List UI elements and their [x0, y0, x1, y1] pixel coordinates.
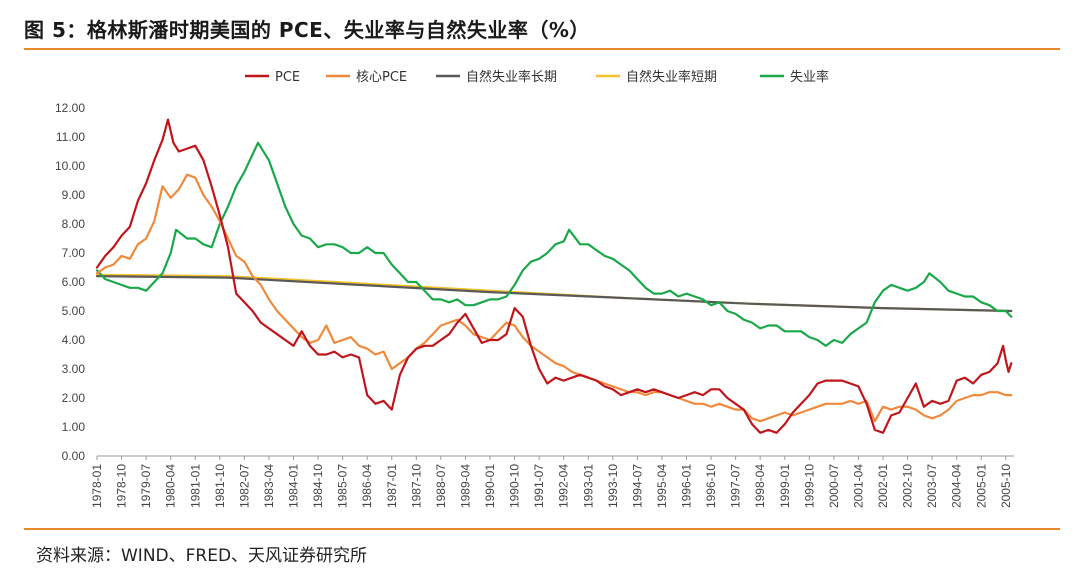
x-tick-label: 1991-07: [532, 464, 546, 508]
x-tick-label: 1987-01: [385, 464, 399, 508]
y-tick-label: 11.00: [56, 130, 85, 144]
x-tick-label: 1992-04: [557, 464, 571, 508]
legend-label: PCE: [275, 70, 300, 85]
x-tick-label: 1999-10: [802, 464, 816, 508]
x-tick-label: 1983-04: [262, 464, 276, 508]
y-tick-label: 5.00: [62, 304, 86, 318]
series-line-0: [95, 118, 1013, 434]
legend-label: 自然失业率短期: [626, 69, 717, 85]
x-tick-label: 2002-10: [901, 464, 915, 508]
legend-label: 自然失业率长期: [466, 69, 557, 85]
y-tick-label: 8.00: [62, 217, 86, 231]
x-tick-label: 1989-04: [458, 464, 472, 508]
y-axis: 0.00 1.00 2.00 3.00 4.00 5.00 6.00 7.00 8.00 9.00…: [55, 101, 85, 463]
y-tick-label: 6.00: [62, 275, 86, 289]
chart-legend: PCE 核心PCE 自然失业率长期 自然失业率短期 失业率: [245, 69, 829, 85]
y-tick-label: 0.00: [62, 449, 86, 463]
x-tick-label: 2004-04: [950, 464, 964, 508]
source-note: 资料来源：WIND、FRED、天风证券研究所: [36, 546, 368, 566]
x-tick-label: 1995-04: [655, 464, 669, 508]
x-tick-label: 1998-04: [753, 464, 767, 508]
x-tick-label: 2003-07: [925, 464, 939, 508]
x-tick-label: 1981-10: [213, 464, 227, 508]
x-tick-label: 1996-10: [704, 464, 718, 508]
series-line-1: [95, 173, 1013, 423]
x-tick-label: 1997-07: [729, 464, 743, 508]
x-tick-label: 1993-10: [606, 464, 620, 508]
x-axis: 1978-01 1978-10 1979-07 1980-04 1981-01 1981-…: [90, 455, 1014, 508]
x-tick-label: 1987-10: [409, 464, 423, 508]
y-tick-label: 7.00: [62, 246, 86, 260]
x-tick-label: 1988-07: [434, 464, 448, 508]
x-tick-label: 2005-10: [999, 464, 1013, 508]
legend-label: 失业率: [790, 69, 829, 85]
x-tick-label: 1990-10: [508, 464, 522, 508]
x-tick-label: 1984-10: [311, 464, 325, 508]
x-tick-label: 2000-07: [827, 464, 841, 508]
x-tick-label: 1990-01: [483, 464, 497, 508]
legend-label: 核心PCE: [356, 70, 407, 85]
x-tick-label: 1979-07: [139, 464, 153, 508]
series-line-2: [95, 275, 1013, 313]
x-tick-label: 1994-07: [630, 464, 644, 508]
title-divider: [24, 48, 1060, 50]
page-title: 图 5：格林斯潘时期美国的 PCE、失业率与自然失业率（%）: [24, 18, 590, 42]
x-tick-label: 2001-04: [851, 464, 865, 508]
x-tick-label: 1993-01: [581, 464, 595, 508]
y-tick-label: 1.00: [62, 420, 86, 434]
x-tick-label: 2002-01: [876, 464, 890, 508]
y-tick-label: 9.00: [62, 188, 86, 202]
x-tick-label: 1985-07: [336, 464, 350, 508]
plot-area: [95, 118, 1013, 434]
x-tick-label: 1982-07: [237, 464, 251, 508]
x-tick-label: 1986-04: [360, 464, 374, 508]
x-tick-label: 1996-01: [680, 464, 694, 508]
y-tick-label: 2.00: [62, 391, 86, 405]
x-tick-label: 1984-01: [287, 464, 301, 508]
y-tick-label: 10.00: [55, 159, 85, 173]
x-tick-label: 1981-01: [188, 464, 202, 508]
x-tick-label: 2005-01: [974, 464, 988, 508]
y-tick-label: 3.00: [62, 362, 86, 376]
x-tick-label: 1978-01: [90, 464, 104, 508]
y-tick-label: 4.00: [62, 333, 86, 347]
y-tick-label: 12.00: [55, 101, 85, 115]
x-tick-label: 1980-04: [164, 464, 178, 508]
x-tick-label: 1978-10: [115, 464, 129, 508]
series-line-4: [95, 141, 1013, 347]
footer-divider: [24, 528, 1060, 530]
x-tick-label: 1999-01: [778, 464, 792, 508]
